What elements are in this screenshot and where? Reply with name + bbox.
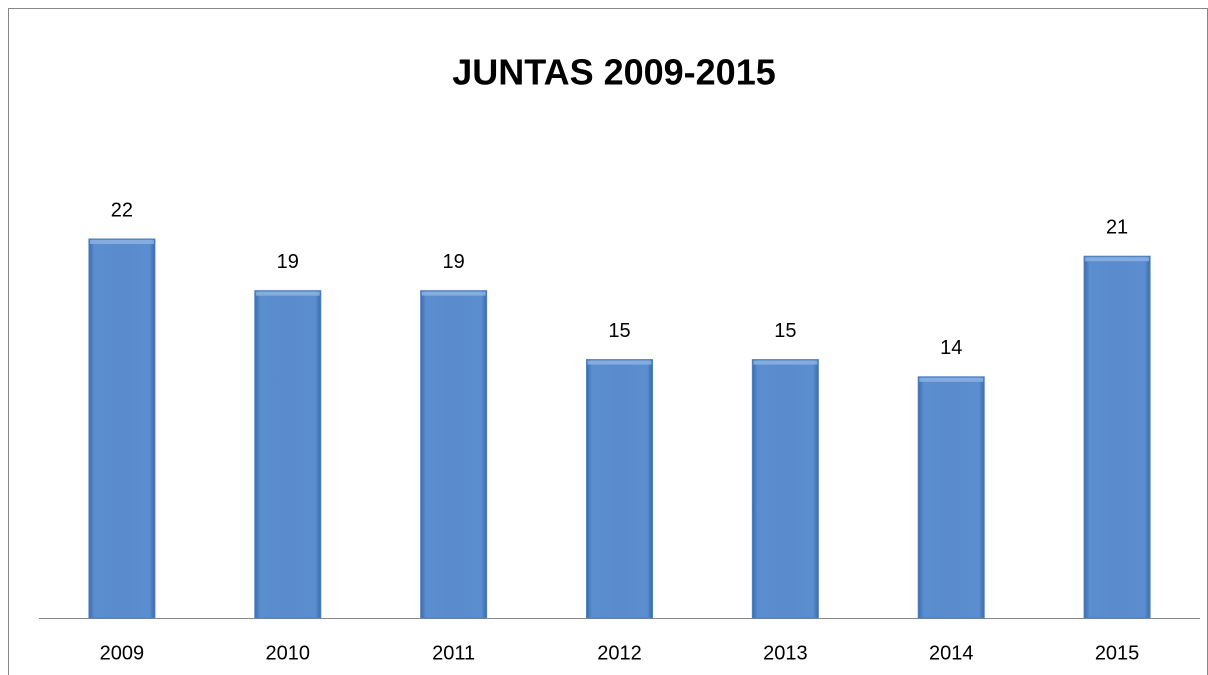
bar-bevel [587, 360, 652, 365]
data-label: 19 [443, 251, 465, 273]
data-label: 21 [1106, 217, 1128, 239]
x-tick-label: 2013 [763, 642, 808, 664]
bar-bevel [1085, 257, 1150, 262]
bar [751, 359, 819, 619]
bar [917, 376, 985, 619]
data-label: 14 [940, 337, 962, 359]
bar [1083, 255, 1151, 619]
bar-bevel [89, 240, 154, 244]
bar [88, 238, 156, 619]
bar [254, 290, 322, 619]
bar-bevel [421, 291, 486, 296]
bar-bevel [753, 360, 818, 365]
x-tick-label: 2012 [597, 642, 642, 664]
x-tick-label: 2009 [100, 642, 145, 664]
x-tick-label: 2010 [266, 642, 311, 664]
x-tick-label: 2015 [1095, 642, 1140, 664]
bar-bevel [255, 291, 320, 296]
data-label: 15 [608, 320, 630, 342]
x-tick-label: 2014 [929, 642, 974, 664]
bar [420, 290, 488, 619]
chart-title: JUNTAS 2009-2015 [452, 52, 776, 93]
data-label: 22 [111, 199, 133, 221]
x-tick-label: 2011 [432, 642, 475, 664]
bar-bevel [919, 377, 984, 382]
bar [586, 359, 653, 619]
data-label: 19 [277, 251, 299, 273]
data-label: 15 [774, 320, 796, 342]
